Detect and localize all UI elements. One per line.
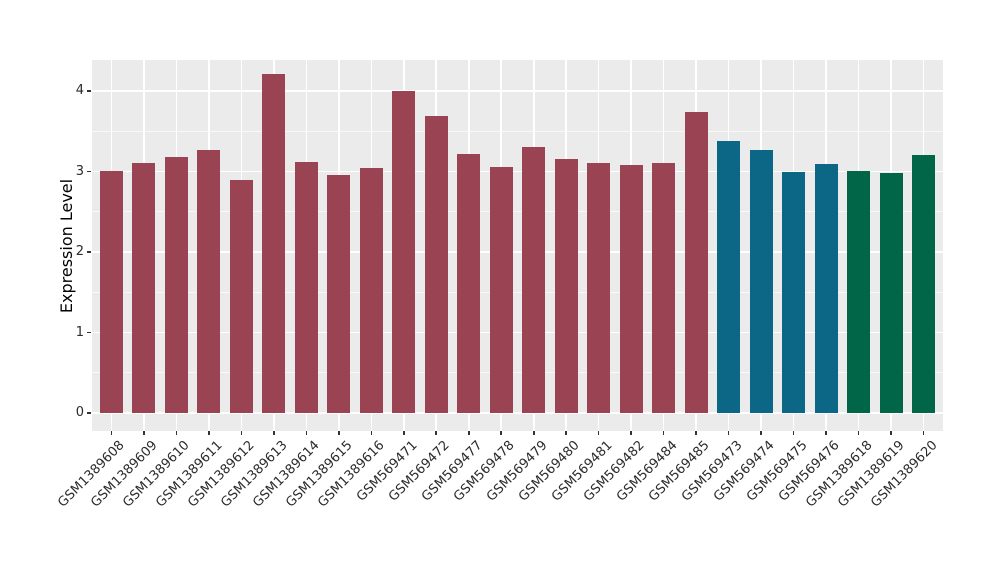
x-tick-mark — [922, 431, 925, 435]
x-tick-mark — [727, 431, 730, 435]
x-tick-mark — [110, 431, 113, 435]
bar-GSM1389612 — [229, 180, 253, 413]
plot-panel — [92, 60, 943, 431]
x-tick-mark — [760, 431, 762, 435]
bar-GSM1389619 — [879, 173, 903, 413]
bar-GSM1389610 — [164, 157, 188, 413]
gridline-minor-horizontal — [92, 291, 943, 293]
x-tick-mark — [338, 431, 340, 435]
bar-GSM1389618 — [847, 170, 871, 413]
x-tick-mark — [597, 431, 600, 435]
y-tick-label: 1 — [75, 324, 84, 340]
bar-GSM569475 — [782, 172, 806, 413]
gridline-minor-horizontal — [92, 211, 943, 213]
y-tick-mark — [87, 251, 91, 253]
y-tick-label: 4 — [75, 83, 84, 98]
y-tick-label: 0 — [75, 405, 84, 420]
bar-GSM1389616 — [359, 168, 383, 413]
gridline-major-horizontal — [92, 331, 943, 334]
y-tick-mark — [87, 331, 91, 334]
x-tick-mark — [532, 431, 535, 435]
bar-GSM569477 — [457, 153, 481, 413]
x-tick-mark — [792, 431, 795, 435]
y-tick-label: 2 — [75, 244, 84, 259]
y-tick-mark — [87, 90, 91, 92]
gridline-major-horizontal — [92, 170, 943, 173]
bar-GSM569473 — [717, 140, 741, 413]
bar-GSM569480 — [554, 159, 578, 413]
bar-GSM1389611 — [197, 149, 221, 413]
bar-GSM569481 — [587, 163, 611, 413]
x-tick-mark — [305, 431, 308, 435]
x-tick-mark — [435, 431, 438, 435]
x-tick-mark — [370, 431, 373, 435]
bar-GSM569485 — [684, 111, 708, 413]
x-tick-mark — [273, 431, 275, 435]
x-tick-mark — [890, 431, 892, 435]
y-tick-mark — [87, 412, 91, 414]
bar-GSM569472 — [424, 115, 448, 413]
x-tick-mark — [857, 431, 860, 435]
y-tick-mark — [87, 170, 91, 173]
gridline-major-horizontal — [92, 90, 943, 92]
bar-GSM569479 — [522, 147, 546, 413]
y-tick-label: 3 — [75, 163, 84, 179]
x-tick-mark — [175, 431, 178, 435]
bar-GSM569474 — [749, 149, 773, 413]
x-tick-mark — [403, 431, 405, 435]
gridline-major-horizontal — [92, 251, 943, 253]
bar-GSM569471 — [392, 91, 416, 413]
x-tick-mark — [500, 431, 503, 435]
x-tick-mark — [630, 431, 632, 435]
x-tick-mark — [662, 431, 665, 435]
bar-GSM1389614 — [294, 161, 318, 413]
bar-GSM1389608 — [99, 170, 123, 413]
x-tick-mark — [825, 431, 827, 435]
bar-GSM569482 — [619, 165, 643, 413]
x-tick-mark — [565, 431, 567, 435]
bar-GSM1389615 — [327, 174, 351, 413]
x-tick-mark — [143, 431, 145, 435]
gridline-minor-horizontal — [92, 130, 943, 132]
bar-GSM1389609 — [132, 162, 156, 413]
x-tick-mark — [240, 431, 243, 435]
bar-GSM1389613 — [262, 74, 286, 413]
gridline-minor-horizontal — [92, 372, 943, 374]
gridline-major-horizontal — [92, 412, 943, 414]
bar-GSM569476 — [814, 164, 838, 413]
bar-GSM569478 — [489, 166, 513, 413]
bar-GSM569484 — [652, 162, 676, 413]
bar-GSM1389620 — [912, 155, 935, 413]
x-tick-mark — [208, 431, 210, 435]
x-tick-mark — [467, 431, 470, 435]
x-tick-mark — [695, 431, 697, 435]
